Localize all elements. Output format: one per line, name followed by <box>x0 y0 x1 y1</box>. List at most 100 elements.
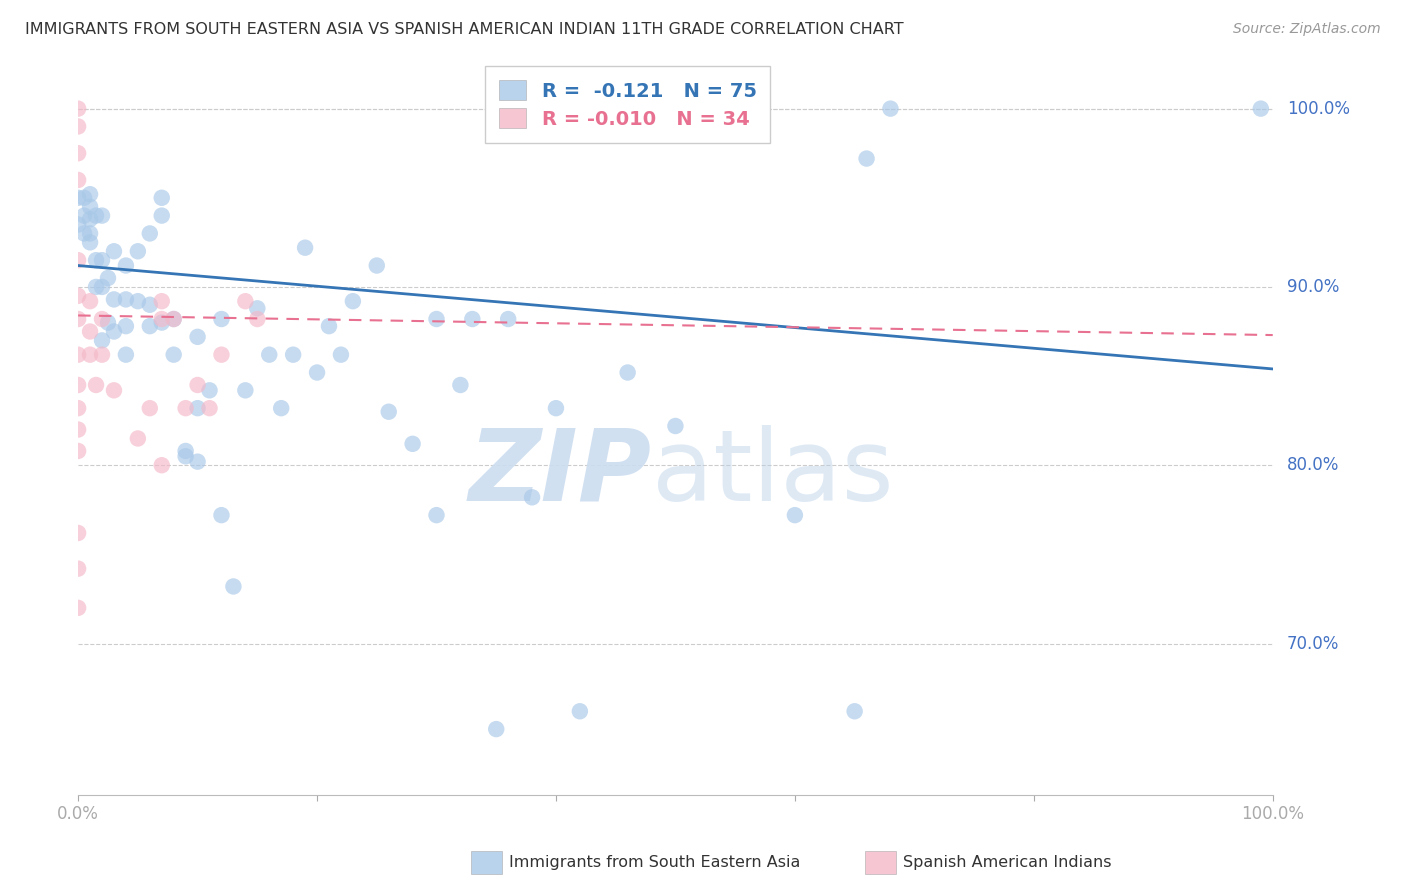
Point <box>115 293 138 307</box>
Point <box>198 401 221 416</box>
Point <box>568 704 591 718</box>
Point <box>616 366 638 380</box>
Point <box>79 325 101 339</box>
Point <box>67 146 90 161</box>
Point <box>485 722 508 736</box>
Text: 70.0%: 70.0% <box>1286 634 1340 653</box>
Point <box>91 312 114 326</box>
Point <box>103 384 125 398</box>
Text: Spanish American Indians: Spanish American Indians <box>903 855 1111 870</box>
Point <box>150 209 173 223</box>
Point <box>127 244 149 259</box>
Point <box>97 271 120 285</box>
Point <box>879 102 901 116</box>
Point <box>67 444 90 458</box>
Point <box>115 259 138 273</box>
Point <box>305 366 328 380</box>
Point <box>246 312 269 326</box>
Point <box>91 280 114 294</box>
Point <box>187 455 209 469</box>
Point <box>187 378 209 392</box>
Point <box>84 209 107 223</box>
Point <box>425 312 447 326</box>
Point <box>281 348 304 362</box>
Point <box>84 378 107 392</box>
Point <box>67 312 90 326</box>
Point <box>79 348 101 362</box>
Point <box>67 173 90 187</box>
Point <box>318 319 340 334</box>
Point <box>163 312 186 326</box>
Point <box>73 191 96 205</box>
Point <box>163 312 186 326</box>
Point <box>150 458 173 473</box>
Point <box>270 401 292 416</box>
Point <box>174 401 197 416</box>
Point <box>150 191 173 205</box>
Point <box>79 212 101 227</box>
Point <box>115 348 138 362</box>
Point <box>103 325 125 339</box>
Point <box>67 561 90 575</box>
Point <box>294 241 316 255</box>
Point <box>103 244 125 259</box>
Point <box>401 437 423 451</box>
Point <box>91 253 114 268</box>
Point <box>79 200 101 214</box>
Point <box>139 319 162 334</box>
Point <box>150 316 173 330</box>
Point <box>67 102 90 116</box>
Point <box>235 384 257 398</box>
Point <box>67 526 90 541</box>
Point <box>211 508 233 523</box>
Point <box>222 579 245 593</box>
Point <box>127 432 149 446</box>
Point <box>366 259 388 273</box>
Point <box>855 152 877 166</box>
Point <box>115 319 138 334</box>
Point <box>377 405 399 419</box>
Text: IMMIGRANTS FROM SOUTH EASTERN ASIA VS SPANISH AMERICAN INDIAN 11TH GRADE CORRELA: IMMIGRANTS FROM SOUTH EASTERN ASIA VS SP… <box>25 22 904 37</box>
Point <box>91 209 114 223</box>
Point <box>67 218 90 232</box>
Point <box>67 401 90 416</box>
Point <box>97 316 120 330</box>
Legend: R =  -0.121   N = 75, R = -0.010   N = 34: R = -0.121 N = 75, R = -0.010 N = 34 <box>485 67 770 143</box>
Point <box>139 401 162 416</box>
Point <box>91 348 114 362</box>
Text: 80.0%: 80.0% <box>1286 456 1340 475</box>
Point <box>844 704 866 718</box>
Text: 90.0%: 90.0% <box>1286 278 1340 296</box>
Point <box>187 401 209 416</box>
Point <box>79 227 101 241</box>
Point <box>79 294 101 309</box>
Point <box>67 253 90 268</box>
Point <box>84 280 107 294</box>
Point <box>163 348 186 362</box>
Point <box>79 187 101 202</box>
Point <box>783 508 806 523</box>
Point <box>449 378 471 392</box>
Point <box>259 348 281 362</box>
Point <box>174 450 197 464</box>
Point <box>342 294 364 309</box>
Point <box>103 293 125 307</box>
Point <box>235 294 257 309</box>
Point <box>67 600 90 615</box>
Point <box>139 298 162 312</box>
Point <box>84 253 107 268</box>
Text: Immigrants from South Eastern Asia: Immigrants from South Eastern Asia <box>509 855 800 870</box>
Point <box>79 235 101 250</box>
Point <box>187 330 209 344</box>
Point <box>246 301 269 316</box>
Point <box>198 384 221 398</box>
Point <box>67 191 90 205</box>
Point <box>150 312 173 326</box>
Point <box>211 312 233 326</box>
Point <box>67 378 90 392</box>
Point <box>520 491 543 505</box>
Point <box>150 294 173 309</box>
Point <box>73 227 96 241</box>
Point <box>211 348 233 362</box>
Point <box>425 508 447 523</box>
